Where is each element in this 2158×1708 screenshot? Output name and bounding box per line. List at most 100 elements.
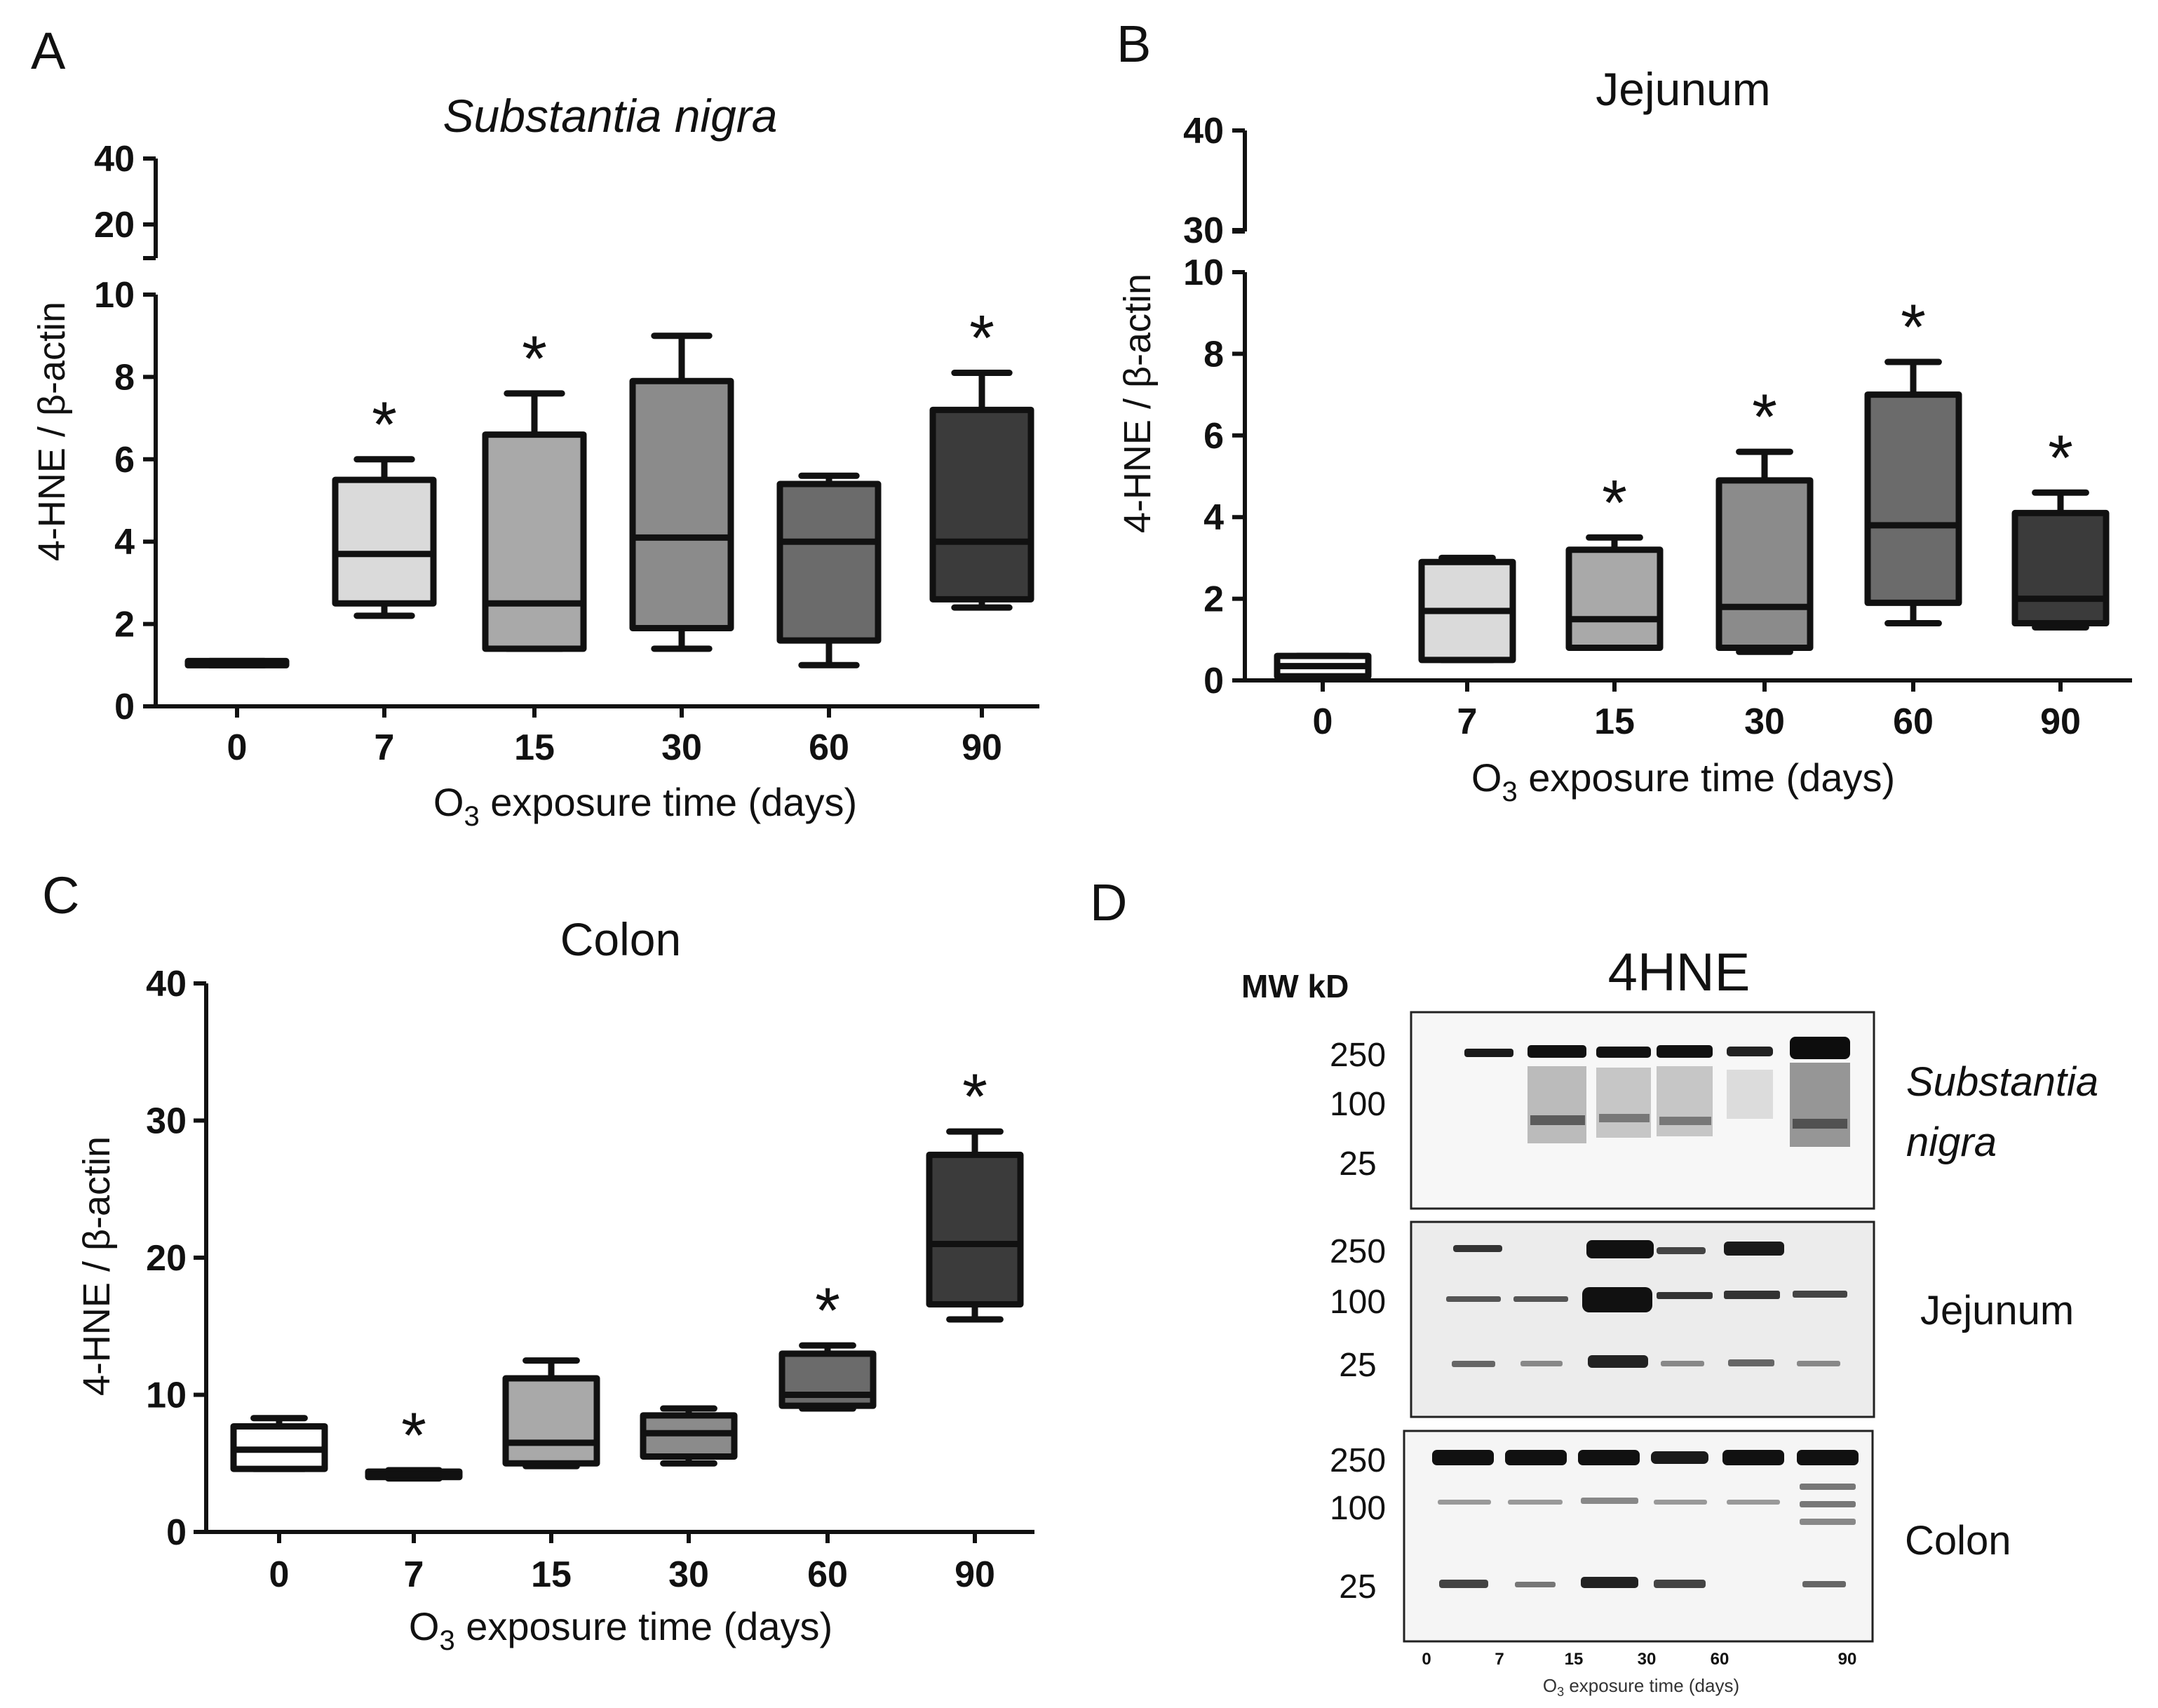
band <box>1452 1361 1495 1367</box>
band <box>1586 1240 1654 1258</box>
panel-letter: C <box>42 866 79 924</box>
smear <box>1727 1070 1773 1119</box>
significance-marker: * <box>815 1275 840 1347</box>
x-axis-label: O3 exposure time (days) <box>409 1604 832 1656</box>
box-group-15 <box>502 1357 600 1470</box>
y-axis-label: 4-HNE / β-actin <box>76 1136 118 1396</box>
band <box>1464 1049 1513 1057</box>
panel-c: C Colon 4-HNE / β-actin O3 exposure time… <box>42 866 1034 1656</box>
blot-bands <box>1464 1037 1850 1147</box>
box-group-7: * <box>332 389 437 619</box>
band <box>1727 1047 1773 1056</box>
y-tick-label: 6 <box>114 440 135 480</box>
band <box>1657 1247 1706 1254</box>
band <box>1513 1296 1568 1302</box>
blot-lane-labels: 0 7 15 30 60 90 <box>1422 1650 1856 1669</box>
band <box>1453 1245 1502 1252</box>
lane-label: 15 <box>1565 1650 1584 1669</box>
significance-marker: * <box>1752 382 1777 453</box>
smear <box>1790 1063 1850 1147</box>
blot-x-label: O3 exposure time (days) <box>1543 1675 1739 1699</box>
band <box>1446 1296 1501 1302</box>
mw-tick: 25 <box>1339 1347 1376 1384</box>
x-axis-label: O3 exposure time (days) <box>433 780 857 832</box>
panel-letter: A <box>31 22 66 80</box>
box-90 <box>2011 509 2110 627</box>
band <box>1599 1114 1650 1122</box>
blot-strip-colon: 250 100 25 Colon <box>1330 1430 2011 1643</box>
band <box>1581 1577 1638 1588</box>
panel-letter: D <box>1090 873 1127 932</box>
box-90 <box>926 1151 1024 1307</box>
band <box>1793 1119 1847 1129</box>
band <box>1439 1580 1488 1588</box>
band <box>1728 1359 1774 1366</box>
x-tick-label: 0 <box>269 1554 290 1595</box>
band <box>1661 1361 1704 1366</box>
mw-tick: 25 <box>1339 1145 1376 1183</box>
x-tick-label: 30 <box>661 727 702 768</box>
y-tick-label: 40 <box>146 964 187 1004</box>
significance-marker: * <box>1602 467 1627 539</box>
panel-b: B Jejunum 4-HNE / β-actin O3 exposure ti… <box>1117 15 2132 807</box>
smear <box>1657 1066 1713 1136</box>
significance-marker: * <box>969 303 994 375</box>
box-group-60: * <box>1864 292 1962 627</box>
y-tick-label: 0 <box>166 1512 187 1553</box>
y-tick-label: 40 <box>94 139 135 180</box>
band <box>1727 1500 1780 1505</box>
band <box>1520 1361 1563 1366</box>
box-7 <box>332 476 437 607</box>
y-tick-label: 2 <box>114 605 135 645</box>
box-group-15: * <box>1565 467 1664 651</box>
x-tick-label: 30 <box>1744 701 1785 742</box>
significance-marker: * <box>1901 292 1926 363</box>
blot-strip-substantia-nigra: 250 100 25 Substantia nigra <box>1330 1011 2098 1210</box>
box-group-30 <box>629 332 734 652</box>
blot-title: 4HNE <box>1608 943 1751 1002</box>
box-group-7: * <box>365 1400 463 1482</box>
y-tick-label: 20 <box>94 205 135 246</box>
band <box>1528 1045 1586 1058</box>
x-tick-label: 15 <box>531 1554 572 1595</box>
band <box>1654 1580 1706 1588</box>
band <box>1651 1451 1708 1464</box>
lane-label: 0 <box>1422 1650 1431 1669</box>
y-tick-label: 6 <box>1203 416 1224 457</box>
band <box>1790 1037 1850 1059</box>
x-tick-label: 90 <box>2040 701 2081 742</box>
band <box>1578 1450 1640 1465</box>
band <box>1722 1450 1784 1465</box>
x-tick-label: 0 <box>1313 701 1333 742</box>
lane-label: 60 <box>1711 1650 1729 1669</box>
y-tick-label: 0 <box>114 687 135 727</box>
chart-title: Colon <box>560 913 681 965</box>
band <box>1505 1450 1567 1465</box>
band <box>1659 1117 1711 1125</box>
blot-bands <box>1446 1240 1847 1368</box>
band <box>1797 1361 1840 1366</box>
band <box>1596 1047 1651 1058</box>
x-tick-label: 60 <box>807 1554 848 1595</box>
box-15 <box>482 431 587 652</box>
mw-header: MW kD <box>1241 968 1349 1004</box>
lane-label: 30 <box>1638 1650 1657 1669</box>
blot-label: Substantia <box>1906 1059 2098 1105</box>
significance-marker: * <box>372 389 397 461</box>
y-tick-label: 40 <box>1183 111 1224 152</box>
y-axis-label: 4-HNE / β-actin <box>1117 274 1159 533</box>
box-group-0 <box>230 1415 328 1472</box>
blot-label: nigra <box>1906 1119 1997 1165</box>
x-tick-label: 90 <box>962 727 1002 768</box>
box-15 <box>502 1375 600 1467</box>
x-tick-label: 60 <box>809 727 849 768</box>
x-tick-label: 90 <box>955 1554 995 1595</box>
y-tick-label: 10 <box>94 275 135 316</box>
band <box>1724 1291 1780 1299</box>
x-tick-label: 7 <box>404 1554 424 1595</box>
y-tick-label: 0 <box>1203 661 1224 701</box>
mw-tick: 250 <box>1330 1233 1386 1270</box>
y-tick-label: 10 <box>146 1376 187 1416</box>
